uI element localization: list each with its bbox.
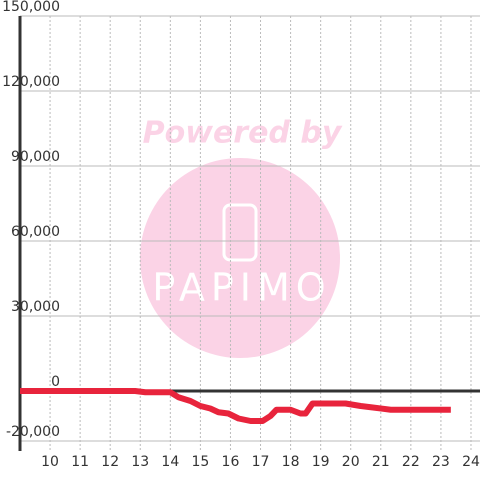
y-tick-label: 30,000 — [11, 299, 60, 315]
y-tick-label: 90,000 — [11, 149, 60, 165]
x-tick-label: 24 — [462, 454, 480, 470]
x-tick-label: 15 — [191, 454, 209, 470]
y-tick-label: 150,000 — [2, 0, 60, 15]
x-tick-label: 20 — [342, 454, 360, 470]
watermark-icon — [222, 203, 258, 262]
x-tick-label: 23 — [432, 454, 450, 470]
x-tick-label: 16 — [222, 454, 240, 470]
x-tick-label: 10 — [41, 454, 59, 470]
x-tick-label: 17 — [252, 454, 270, 470]
x-tick-label: 18 — [282, 454, 300, 470]
y-tick-label: -20,000 — [6, 424, 60, 440]
watermark-text: PAPIMO — [152, 266, 331, 310]
x-tick-label: 13 — [131, 454, 149, 470]
x-tick-label: 12 — [101, 454, 119, 470]
watermark-text: Powered by — [143, 116, 343, 151]
x-tick-label: 22 — [402, 454, 420, 470]
x-tick-label: 21 — [372, 454, 390, 470]
y-tick-label: 0 — [51, 374, 60, 390]
x-tick-label: 19 — [312, 454, 330, 470]
x-tick-label: 11 — [71, 454, 89, 470]
line-series — [20, 388, 451, 424]
y-tick-label: 60,000 — [11, 224, 60, 240]
x-tick-label: 14 — [161, 454, 179, 470]
y-tick-label: 120,000 — [2, 74, 60, 90]
watermark-circle — [140, 158, 340, 358]
